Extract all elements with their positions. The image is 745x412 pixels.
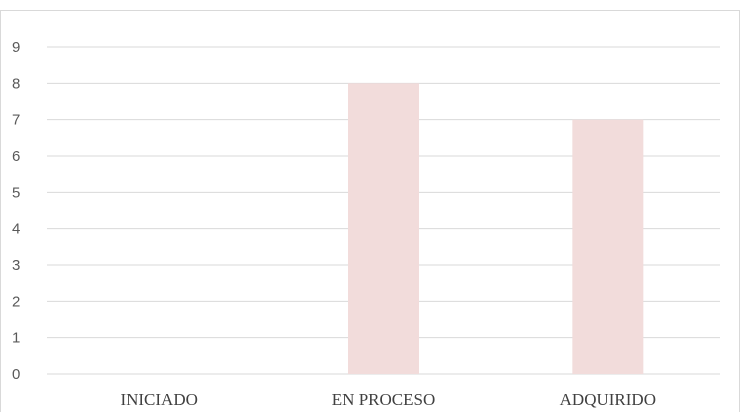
y-tick-label: 6 [12,148,20,165]
y-tick-label: 0 [12,366,20,383]
bars [348,83,644,375]
y-tick-label: 7 [12,112,20,129]
y-tick-label: 2 [12,293,20,310]
x-category-label: EN PROCESO [332,390,435,409]
x-category-label: ADQUIRIDO [560,390,656,409]
y-tick-label: 5 [12,184,20,201]
y-tick-label: 3 [12,257,20,274]
bar-en-proceso [348,83,419,374]
x-axis-categories: INICIADO EN PROCESO ADQUIRIDO [120,390,656,409]
chart-frame [0,10,740,412]
y-tick-label: 4 [12,221,20,238]
y-tick-label: 9 [12,39,20,56]
x-category-label: INICIADO [120,390,197,409]
y-axis-ticks: 0 1 2 3 4 5 6 7 8 9 [12,39,20,383]
bar-adquirido [572,119,644,375]
y-tick-label: 8 [12,75,20,92]
y-tick-label: 1 [12,330,20,347]
